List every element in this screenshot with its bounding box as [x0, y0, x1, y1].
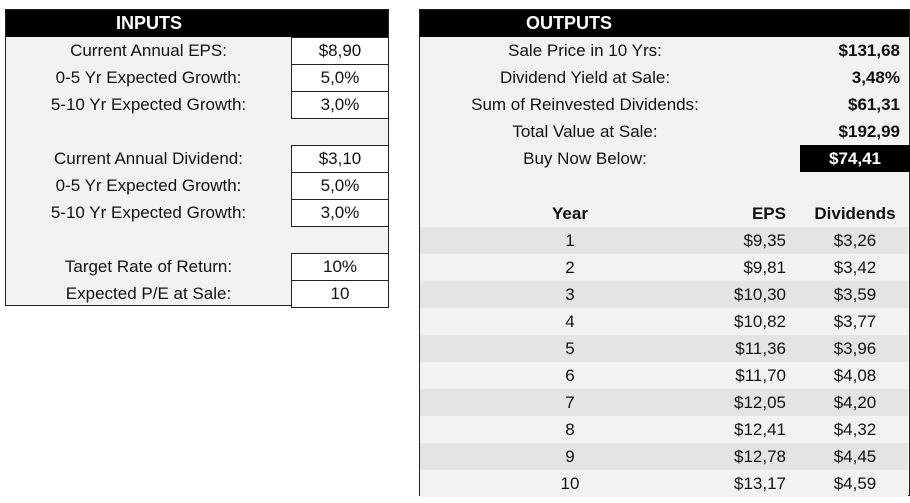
input-value-cell[interactable]: $3,10: [291, 145, 389, 173]
input-value-cell[interactable]: 5,0%: [291, 172, 389, 200]
input-label: Target Rate of Return:: [64, 257, 233, 276]
input-label: 0-5 Yr Expected Growth:: [55, 68, 242, 87]
output-value: $192,99: [838, 122, 900, 141]
table-row: 1 $9,35 $3,26: [420, 227, 908, 254]
table-row: 5 $11,36 $3,96: [420, 335, 908, 362]
output-label: Sale Price in 10 Yrs:: [508, 41, 662, 60]
eps-cell: $10,30: [734, 285, 786, 304]
inputs-panel: INPUTS Current Annual EPS: $8,90 0-5 Yr …: [5, 9, 389, 308]
year-cell: 9: [565, 447, 575, 466]
table-row: 4 $10,82 $3,77: [420, 308, 908, 335]
year-cell: 1: [565, 231, 575, 250]
output-value: 3,48%: [851, 68, 900, 87]
input-label: 5-10 Yr Expected Growth:: [50, 203, 247, 222]
dividends-cell: $3,96: [833, 339, 877, 358]
input-label: Expected P/E at Sale:: [65, 284, 232, 303]
eps-cell: $12,05: [734, 393, 786, 412]
inputs-header: INPUTS: [6, 10, 388, 37]
dividends-cell: $3,77: [833, 312, 877, 331]
table-header: Year EPS Dividends: [420, 200, 908, 227]
output-value: $74,41: [800, 145, 910, 172]
input-row: Current Annual Dividend: $3,10: [6, 145, 389, 173]
input-value-cell[interactable]: 5,0%: [291, 64, 389, 92]
input-value-cell[interactable]: 10%: [291, 253, 389, 281]
output-row: Dividend Yield at Sale: 3,48%: [420, 64, 909, 91]
dividends-cell: $3,42: [833, 258, 877, 277]
year-cell: 2: [565, 258, 575, 277]
output-row: Sale Price in 10 Yrs: $131,68: [420, 37, 909, 64]
year-cell: 4: [565, 312, 575, 331]
input-row: Current Annual EPS: $8,90: [6, 37, 389, 65]
input-value-cell[interactable]: 10: [291, 280, 389, 308]
eps-cell: $9,35: [743, 231, 786, 250]
output-row: Buy Now Below: $74,41: [420, 145, 910, 172]
input-row: 0-5 Yr Expected Growth: 5,0%: [6, 64, 389, 92]
eps-cell: $9,81: [743, 258, 786, 277]
table-row: 2 $9,81 $3,42: [420, 254, 908, 281]
output-value: $61,31: [848, 95, 900, 114]
outputs-panel: OUTPUTS Sale Price in 10 Yrs: $131,68 Di…: [419, 9, 910, 497]
inputs-title: INPUTS: [116, 13, 183, 33]
year-cell: 3: [565, 285, 575, 304]
input-label: 5-10 Yr Expected Growth:: [50, 95, 247, 114]
eps-header: EPS: [751, 204, 786, 223]
input-row: Target Rate of Return: 10%: [6, 253, 389, 281]
year-cell: 6: [565, 366, 575, 385]
outputs-title: OUTPUTS: [526, 13, 613, 33]
input-label: Current Annual EPS:: [70, 41, 227, 60]
table-row: 10 $13,17 $4,59: [420, 470, 908, 497]
eps-cell: $10,82: [734, 312, 786, 331]
output-label: Buy Now Below:: [523, 149, 647, 168]
dividends-cell: $3,59: [833, 285, 877, 304]
table-row: 7 $12,05 $4,20: [420, 389, 908, 416]
dividends-cell: $3,26: [833, 231, 877, 250]
output-value: $131,68: [838, 41, 900, 60]
dividends-header: Dividends: [814, 204, 896, 223]
year-cell: 7: [565, 393, 575, 412]
year-cell: 5: [565, 339, 575, 358]
input-value-cell[interactable]: 3,0%: [291, 91, 389, 119]
eps-cell: $12,78: [734, 447, 786, 466]
input-label: 0-5 Yr Expected Growth:: [55, 176, 242, 195]
table-row: 3 $10,30 $3,59: [420, 281, 908, 308]
outputs-header: OUTPUTS: [420, 10, 909, 37]
output-row: Total Value at Sale: $192,99: [420, 118, 909, 145]
output-label: Dividend Yield at Sale:: [499, 68, 671, 87]
input-row: 0-5 Yr Expected Growth: 5,0%: [6, 172, 389, 200]
input-row: Expected P/E at Sale: 10: [6, 280, 389, 308]
dividends-cell: $4,08: [833, 366, 877, 385]
eps-cell: $12,41: [734, 420, 786, 439]
dividends-cell: $4,32: [833, 420, 877, 439]
input-row: 5-10 Yr Expected Growth: 3,0%: [6, 91, 389, 119]
output-label: Total Value at Sale:: [512, 122, 658, 141]
dividends-cell: $4,59: [833, 474, 877, 493]
dividends-cell: $4,45: [833, 447, 877, 466]
year-header: Year: [552, 204, 588, 223]
input-value-cell[interactable]: $8,90: [291, 37, 389, 65]
input-value-cell[interactable]: 3,0%: [291, 199, 389, 227]
dividends-cell: $4,20: [833, 393, 877, 412]
output-label: Sum of Reinvested Dividends:: [471, 95, 699, 114]
eps-cell: $11,36: [735, 339, 786, 358]
year-cell: 8: [565, 420, 575, 439]
output-row: Sum of Reinvested Dividends: $61,31: [420, 91, 909, 118]
input-label: Current Annual Dividend:: [53, 149, 243, 168]
table-row: 8 $12,41 $4,32: [420, 416, 908, 443]
table-row: 9 $12,78 $4,45: [420, 443, 908, 470]
input-row: 5-10 Yr Expected Growth: 3,0%: [6, 199, 389, 227]
eps-cell: $11,70: [735, 366, 786, 385]
eps-cell: $13,17: [734, 474, 786, 493]
table-row: 6 $11,70 $4,08: [420, 362, 908, 389]
year-cell: 10: [560, 474, 580, 493]
